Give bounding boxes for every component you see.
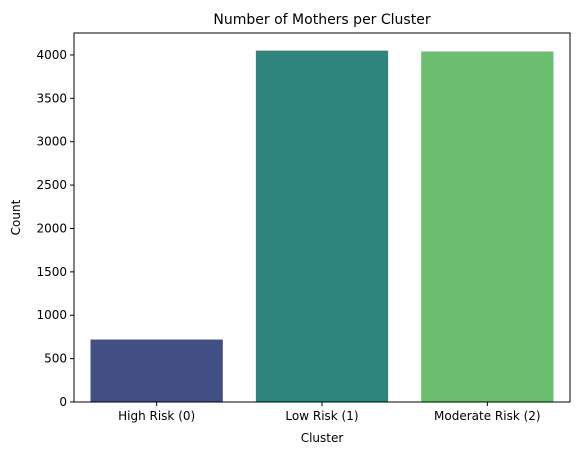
y-tick-label: 3500 (36, 91, 67, 105)
y-axis-label: Count (9, 199, 23, 235)
bar-3 (421, 51, 554, 402)
x-tick-label: Moderate Risk (2) (434, 409, 541, 423)
y-tick-label: 1500 (36, 265, 67, 279)
y-tick-label: 1000 (36, 308, 67, 322)
y-axis: 0 500 1000 1500 2000 2500 3000 3500 4000 (36, 48, 74, 409)
y-tick-label: 2000 (36, 221, 67, 235)
y-tick-label: 0 (59, 395, 67, 409)
bar-2 (255, 50, 389, 403)
y-tick-label: 3000 (36, 135, 67, 149)
x-axis-label: Cluster (301, 431, 344, 445)
bars-group (90, 50, 554, 403)
y-tick-label: 2500 (36, 178, 67, 192)
y-tick-label: 500 (44, 352, 67, 366)
bar-1 (90, 339, 223, 402)
y-tick-label: 4000 (36, 48, 67, 62)
x-axis: High Risk (0) Low Risk (1) Moderate Risk (… (118, 402, 541, 423)
x-tick-label: Low Risk (1) (285, 409, 358, 423)
chart-title: Number of Mothers per Cluster (213, 12, 430, 28)
x-tick-label: High Risk (0) (118, 409, 195, 423)
plot-frame (73, 32, 571, 403)
